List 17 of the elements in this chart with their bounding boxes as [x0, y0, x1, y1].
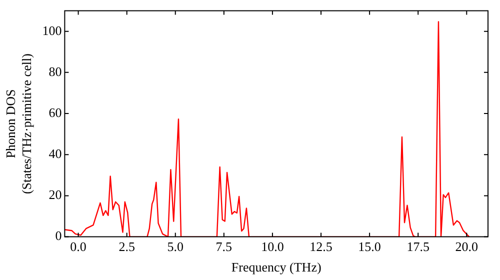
y-tick-label: 100	[42, 22, 62, 38]
x-tick-label: 17.5	[406, 239, 430, 254]
x-tick-label: 5.0	[167, 239, 184, 254]
y-tick-label: 20	[48, 187, 62, 202]
x-axis-title: Frequency (THz)	[231, 260, 322, 275]
x-tick-label: 2.5	[118, 239, 135, 254]
y-tick-label: 80	[48, 64, 62, 79]
x-tick-label: 15.0	[358, 239, 381, 254]
x-tick-label: 0.0	[70, 239, 86, 254]
y-tick-label: 40	[48, 146, 62, 162]
x-tick-label: 7.5	[216, 239, 232, 254]
y-tick-label: 0	[55, 228, 62, 244]
x-tick-label: 10.0	[261, 239, 284, 254]
x-tick-label: 20.0	[455, 239, 478, 254]
y-axis-title: Phonon DOS (States/THz·primitive cell)	[3, 54, 34, 194]
y-tick-label: 60	[48, 104, 62, 120]
x-tick-label: 12.5	[310, 239, 332, 254]
